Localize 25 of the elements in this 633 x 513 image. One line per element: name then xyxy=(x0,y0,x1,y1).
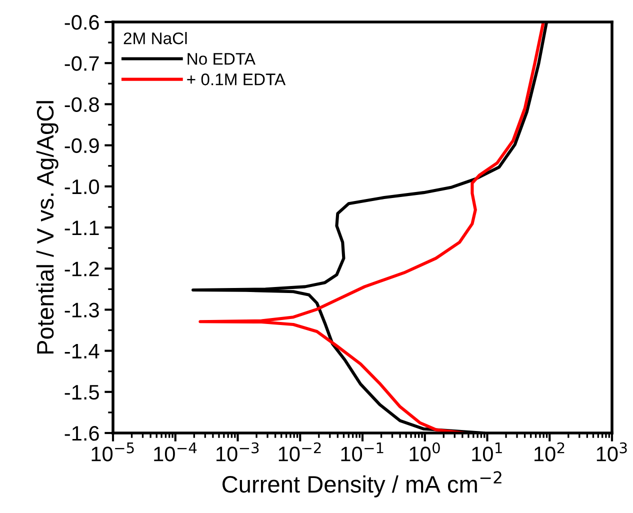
y-tick-label: -1.3 xyxy=(64,302,99,318)
y-tick-label: -1.5 xyxy=(64,385,99,400)
y-tick-label: -1.1 xyxy=(64,220,99,236)
x-tick-label: 10$^{−3}$ xyxy=(216,442,259,462)
x-tick-label: 10$^{−4}$ xyxy=(154,442,197,462)
x-tick-label: 10$^{2}$ xyxy=(534,442,564,462)
legend-label: + 0.1M EDTA xyxy=(187,74,286,86)
legend-title: 2M NaCl xyxy=(124,32,187,44)
x-tick-label: 10$^{−5}$ xyxy=(92,442,134,462)
y-tick-label: -1.2 xyxy=(64,262,99,276)
y-axis-title: Potential / V vs. Ag/AgCl xyxy=(36,101,58,354)
y-tick-label: -1.6 xyxy=(64,426,99,441)
y-tick-label: -0.7 xyxy=(64,56,99,71)
y-tick-label: -1.4 xyxy=(64,344,100,358)
x-tick-label: 10$^{1}$ xyxy=(472,442,502,462)
x-tick-label: 10$^{−2}$ xyxy=(278,442,321,462)
y-tick-label: -0.6 xyxy=(64,15,99,30)
x-tick-label: 10$^{3}$ xyxy=(596,442,627,462)
legend-label: No EDTA xyxy=(188,53,256,65)
x-tick-label: 10$^{0}$ xyxy=(410,442,440,462)
x-axis-title: Current Density / mA cm$^{−2}$ xyxy=(222,471,502,498)
x-tick-label: 10$^{−1}$ xyxy=(341,442,384,462)
y-tick-label: -0.9 xyxy=(64,138,99,154)
y-tick-label: -0.8 xyxy=(64,97,99,112)
y-tick-label: -1.0 xyxy=(64,179,99,194)
